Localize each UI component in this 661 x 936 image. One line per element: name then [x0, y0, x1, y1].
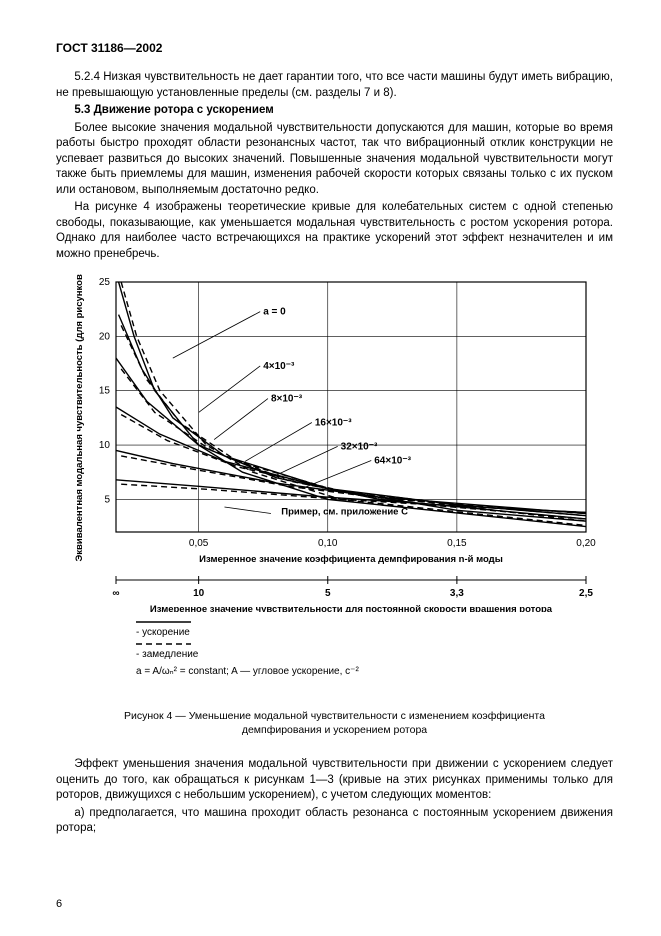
document-code: ГОСТ 31186—2002 [56, 40, 613, 56]
para-after-1: Эффект уменьшения значения модальной чув… [56, 757, 613, 804]
svg-text:a = 0: a = 0 [263, 307, 286, 318]
svg-text:Пример, см. приложение C: Пример, см. приложение C [281, 507, 408, 518]
para-after-a: a) предполагается, что машина проходит о… [56, 806, 613, 837]
figure-4-caption: Рисунок 4 — Уменьшение модальной чувстви… [56, 709, 613, 737]
svg-text:64×10⁻³: 64×10⁻³ [374, 456, 411, 467]
svg-text:16×10⁻³: 16×10⁻³ [315, 418, 352, 429]
svg-text:∞: ∞ [112, 588, 119, 599]
svg-text:3,3: 3,3 [450, 588, 464, 599]
svg-text:5: 5 [104, 495, 110, 506]
svg-text:4×10⁻³: 4×10⁻³ [263, 361, 295, 372]
svg-text:25: 25 [99, 277, 111, 288]
para-5-3-2: На рисунке 4 изображены теоретические кр… [56, 200, 613, 262]
figure-4: 5 10 15 20 25 0,05 0,10 0,15 0,20 Эквивалентная м… [56, 272, 613, 612]
svg-text:8×10⁻³: 8×10⁻³ [271, 394, 303, 405]
svg-text:5: 5 [325, 588, 331, 599]
svg-text:Эквивалентная модальная чувств: Эквивалентная модальная чувствительность… [74, 272, 85, 561]
svg-text:0,05: 0,05 [189, 538, 209, 549]
page: ГОСТ 31186—2002 5.2.4 Низкая чувствитель… [0, 0, 661, 936]
para-5-3-1: Более высокие значения модальной чувстви… [56, 121, 613, 199]
section-5-3-title: 5.3 Движение ротора с ускорением [56, 103, 613, 119]
legend-decel: - замедление [136, 640, 613, 662]
figure-legend: - ускорение - замедление a = A/ωₙ² = con… [136, 618, 613, 679]
svg-text:15: 15 [99, 386, 111, 397]
para-5-2-4: 5.2.4 Низкая чувствительность не дает га… [56, 70, 613, 101]
figure-4-chart: 5 10 15 20 25 0,05 0,10 0,15 0,20 Эквивалентная м… [56, 272, 612, 612]
legend-accel: - ускорение [136, 618, 613, 640]
svg-text:20: 20 [99, 332, 111, 343]
svg-text:10: 10 [99, 440, 111, 451]
svg-text:Измеренное значение коэффициен: Измеренное значение коэффициента демпфир… [199, 554, 503, 565]
page-number: 6 [56, 897, 62, 912]
svg-text:10: 10 [193, 588, 205, 599]
svg-text:0,15: 0,15 [447, 538, 467, 549]
svg-text:Измеренное значение чувствител: Измеренное значение чувствительности для… [150, 604, 553, 612]
svg-text:0,20: 0,20 [576, 538, 596, 549]
svg-text:0,10: 0,10 [318, 538, 338, 549]
legend-formula: a = A/ωₙ² = constant; A — угловое ускоре… [136, 665, 613, 679]
svg-text:32×10⁻³: 32×10⁻³ [341, 442, 378, 453]
svg-text:2,5: 2,5 [579, 588, 593, 599]
